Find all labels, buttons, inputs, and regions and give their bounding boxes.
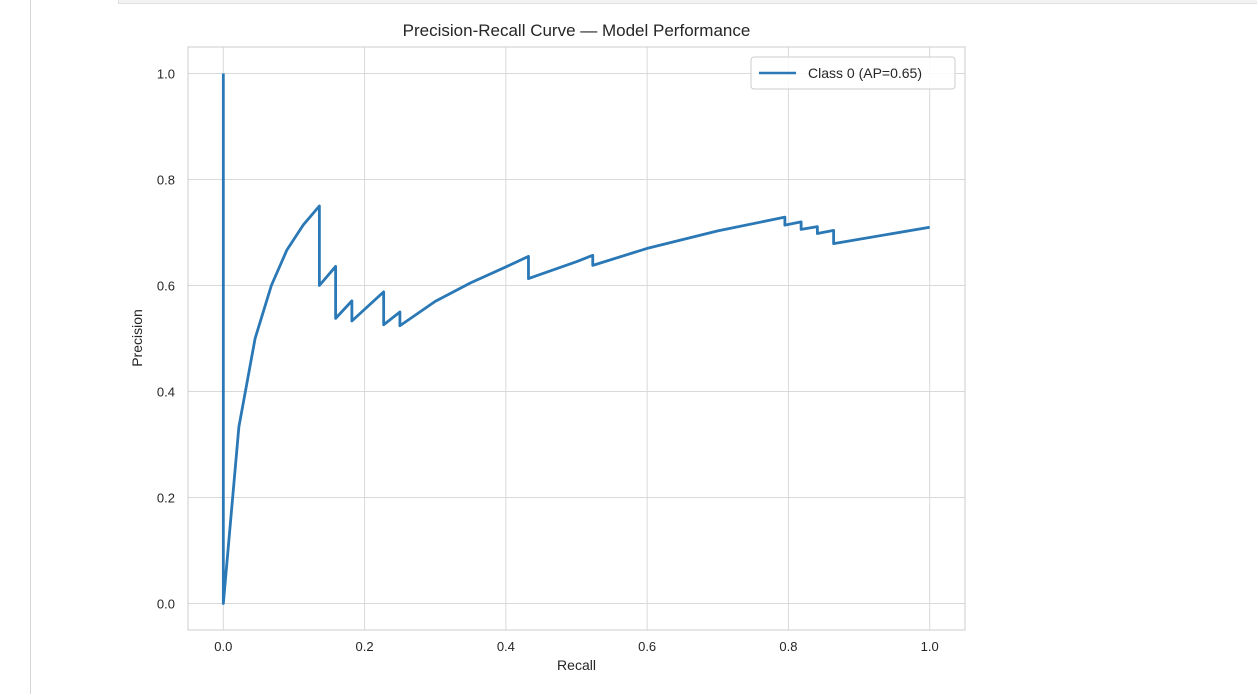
y-axis-label: Precision	[129, 309, 145, 367]
y-tick-label: 0.4	[157, 385, 175, 400]
chart-title: Precision-Recall Curve — Model Performan…	[403, 21, 751, 40]
y-tick-label: 0.6	[157, 279, 175, 294]
x-tick-labels: 0.0 0.2 0.4 0.6 0.8 1.0	[214, 639, 938, 654]
x-axis-label: Recall	[557, 657, 596, 673]
x-tick-label: 0.6	[638, 639, 656, 654]
legend: Class 0 (AP=0.65)	[750, 56, 956, 90]
x-tick-label: 0.2	[356, 639, 374, 654]
y-tick-label: 0.2	[157, 491, 175, 506]
y-tick-label: 0.0	[157, 597, 175, 612]
x-tick-label: 0.8	[779, 639, 797, 654]
series-line-class-0	[221, 73, 930, 605]
y-tick-label: 0.8	[157, 173, 175, 188]
axes-background	[188, 47, 965, 630]
legend-label: Class 0 (AP=0.65)	[808, 65, 922, 81]
axes-frame	[187, 46, 966, 631]
previous-cell-edge	[118, 0, 1257, 4]
y-tick-label: 1.0	[157, 67, 175, 82]
y-tick-labels: 0.0 0.2 0.4 0.6 0.8 1.0	[157, 67, 175, 612]
series-layer	[221, 73, 930, 605]
cell-output-area: 0.0 0.2 0.4 0.6 0.8 1.0 0.0 0.2 0.4 0.6 0.8 1.0 Pr…	[118, 6, 1257, 694]
x-tick-label: 1.0	[921, 639, 939, 654]
notebook-gutter-line	[30, 0, 31, 694]
grid-lines	[188, 47, 965, 630]
pr-curve-chart: 0.0 0.2 0.4 0.6 0.8 1.0 0.0 0.2 0.4 0.6 0.8 1.0 Pr…	[129, 21, 966, 673]
legend-box	[750, 56, 956, 90]
x-tick-label: 0.0	[214, 639, 232, 654]
x-tick-label: 0.4	[497, 639, 515, 654]
